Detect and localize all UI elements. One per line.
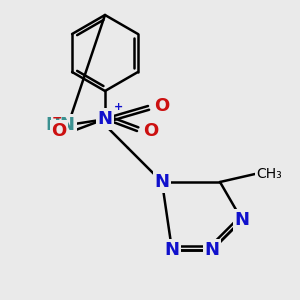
Text: O: O	[154, 97, 169, 115]
Text: CH₃: CH₃	[256, 167, 282, 181]
Text: N: N	[205, 241, 220, 259]
Text: HN: HN	[45, 116, 75, 134]
Text: +: +	[114, 102, 123, 112]
Text: N: N	[164, 241, 179, 259]
Text: −: −	[52, 111, 62, 124]
Text: O: O	[143, 122, 159, 140]
Text: N: N	[235, 211, 250, 229]
Text: N: N	[98, 110, 112, 128]
Text: N: N	[154, 173, 169, 191]
Text: O: O	[51, 122, 67, 140]
